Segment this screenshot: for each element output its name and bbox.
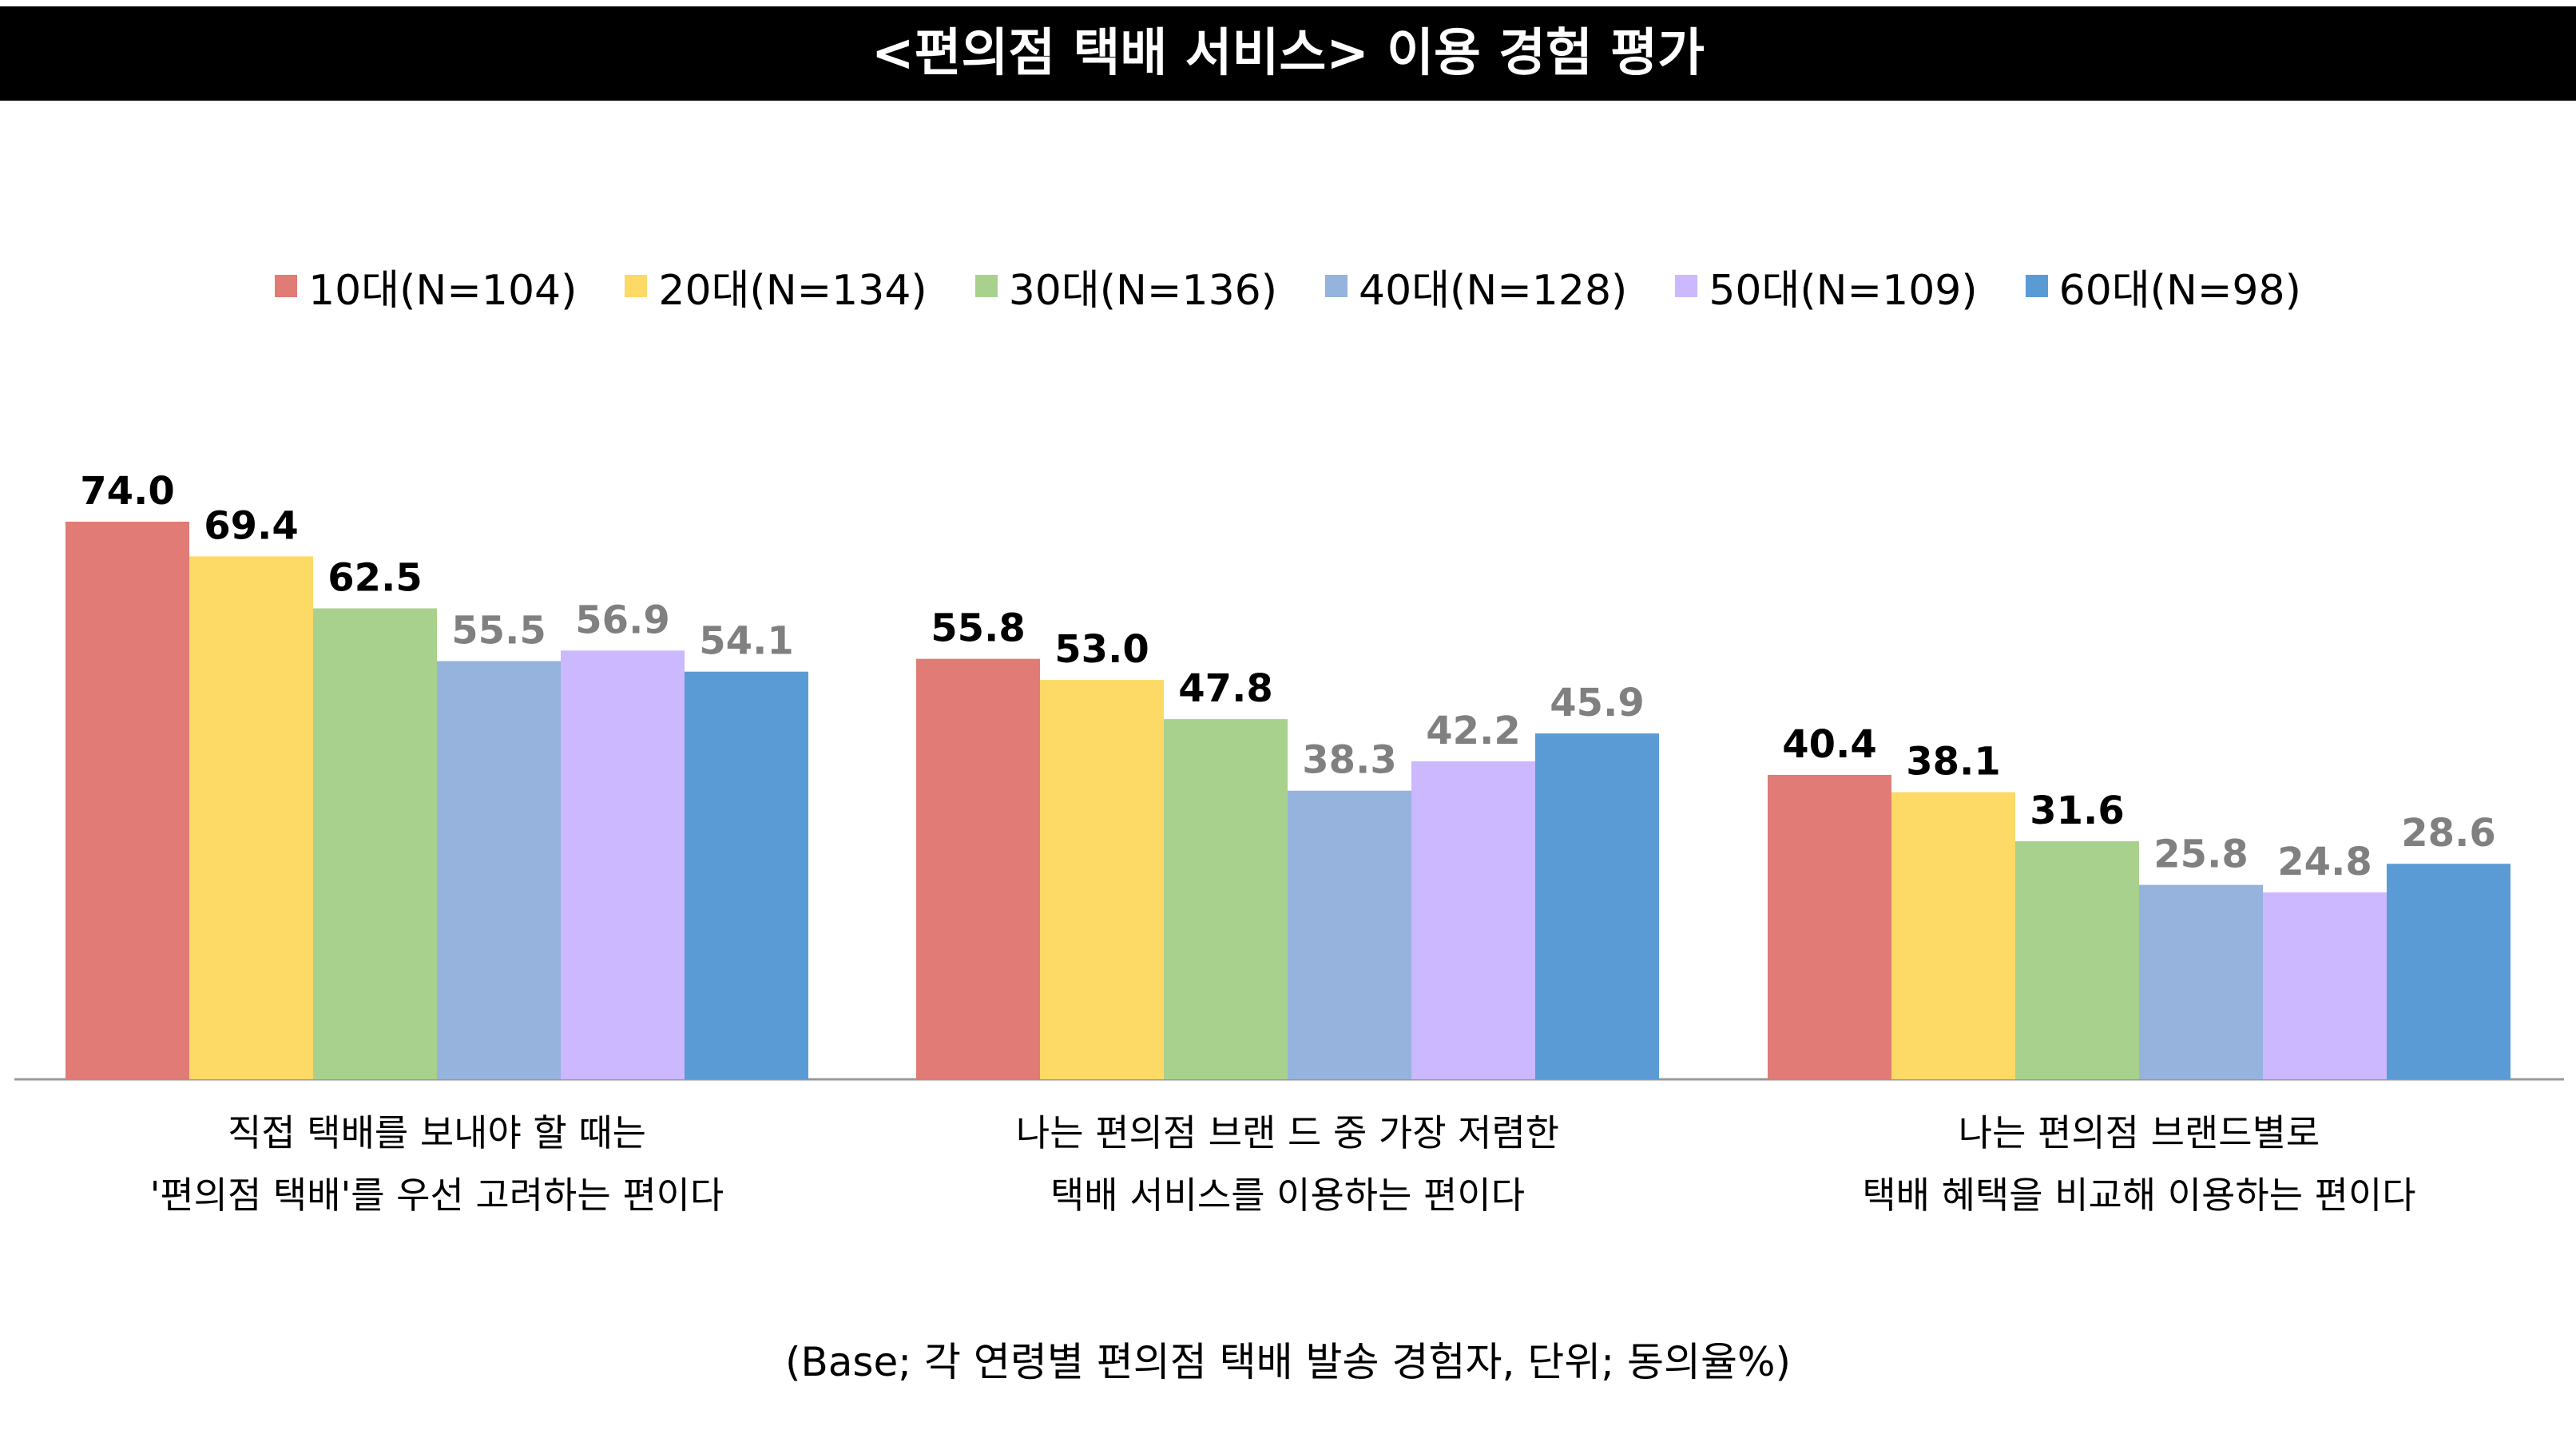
bar	[1164, 719, 1288, 1079]
bar	[1040, 680, 1164, 1079]
chart-title: <편의점 택배 서비스> 이용 경험 평가	[871, 24, 1705, 83]
legend-swatch	[625, 275, 648, 297]
bar	[189, 556, 313, 1079]
category-label: 택배 혜택을 비교해 이용하는 편이다	[1862, 1174, 2415, 1217]
bar	[561, 650, 685, 1079]
legend-swatch	[974, 275, 998, 297]
bar	[2387, 864, 2511, 1079]
bar	[1288, 790, 1411, 1079]
legend-item: 60대(N=98)	[2025, 256, 2301, 316]
bar	[2139, 884, 2263, 1079]
data-label: 47.8	[1178, 666, 1272, 711]
legend-swatch	[2025, 275, 2048, 297]
legend-label: 50대(N=109)	[1709, 266, 1978, 315]
category-label: 나는 편의점 브랜드별로	[1959, 1111, 2320, 1154]
data-label: 24.8	[2277, 840, 2372, 884]
legend-swatch	[1675, 275, 1698, 297]
data-label: 56.9	[575, 598, 669, 642]
legend: 10대(N=104) 20대(N=134) 30대(N=136) 40대(N=128)…	[0, 254, 2576, 318]
category-label: 직접 택배를 보내야 할 때는	[228, 1111, 646, 1154]
bar	[1535, 733, 1659, 1079]
data-label: 69.4	[204, 503, 298, 548]
base-note: (Base; 각 연령별 편의점 택배 발송 경험자, 단위; 동의율%)	[784, 1339, 1791, 1385]
legend-item: 40대(N=128)	[1325, 256, 1627, 316]
data-label: 31.6	[2030, 789, 2124, 833]
legend-label: 30대(N=136)	[1008, 266, 1278, 315]
category-label: 나는 편의점 브랜 드 중 가장 저렴한	[1016, 1111, 1559, 1154]
legend-label: 40대(N=128)	[1359, 266, 1628, 315]
bar	[2015, 840, 2139, 1079]
data-label: 25.8	[2153, 832, 2248, 877]
data-label: 38.3	[1302, 738, 1396, 783]
data-label: 55.5	[451, 609, 546, 653]
data-label: 42.2	[1426, 709, 1520, 753]
legend-label: 20대(N=134)	[658, 266, 927, 315]
bar	[916, 658, 1040, 1079]
bar	[313, 608, 437, 1079]
legend-label: 60대(N=98)	[2058, 266, 2301, 315]
bar	[1891, 792, 2015, 1079]
bar	[2263, 892, 2387, 1079]
data-label: 28.6	[2401, 811, 2495, 856]
data-label: 53.0	[1054, 627, 1149, 672]
bar	[685, 671, 808, 1079]
category-label: '편의점 택배'를 우선 고려하는 편이다	[150, 1174, 724, 1217]
legend-swatch	[275, 275, 298, 297]
bar	[437, 661, 561, 1079]
data-label: 38.1	[1906, 740, 2000, 785]
legend-item: 30대(N=136)	[974, 256, 1278, 316]
legend-item: 50대(N=109)	[1675, 256, 1978, 316]
data-label: 45.9	[1550, 681, 1644, 725]
legend-item: 20대(N=134)	[625, 256, 927, 316]
bar	[1768, 774, 1891, 1079]
data-label: 74.0	[80, 469, 174, 514]
data-label: 54.1	[699, 619, 793, 664]
bar	[65, 522, 189, 1079]
legend-item: 10대(N=104)	[275, 256, 577, 316]
data-label: 62.5	[327, 555, 422, 600]
title-bar: <편의점 택배 서비스> 이용 경험 평가	[0, 6, 2576, 101]
bar	[1411, 761, 1535, 1079]
data-label: 55.8	[931, 606, 1025, 651]
legend-label: 10대(N=104)	[308, 266, 578, 315]
data-label: 40.4	[1782, 722, 1876, 767]
legend-swatch	[1325, 275, 1348, 297]
category-label: 택배 서비스를 이용하는 편이다	[1050, 1174, 1525, 1217]
